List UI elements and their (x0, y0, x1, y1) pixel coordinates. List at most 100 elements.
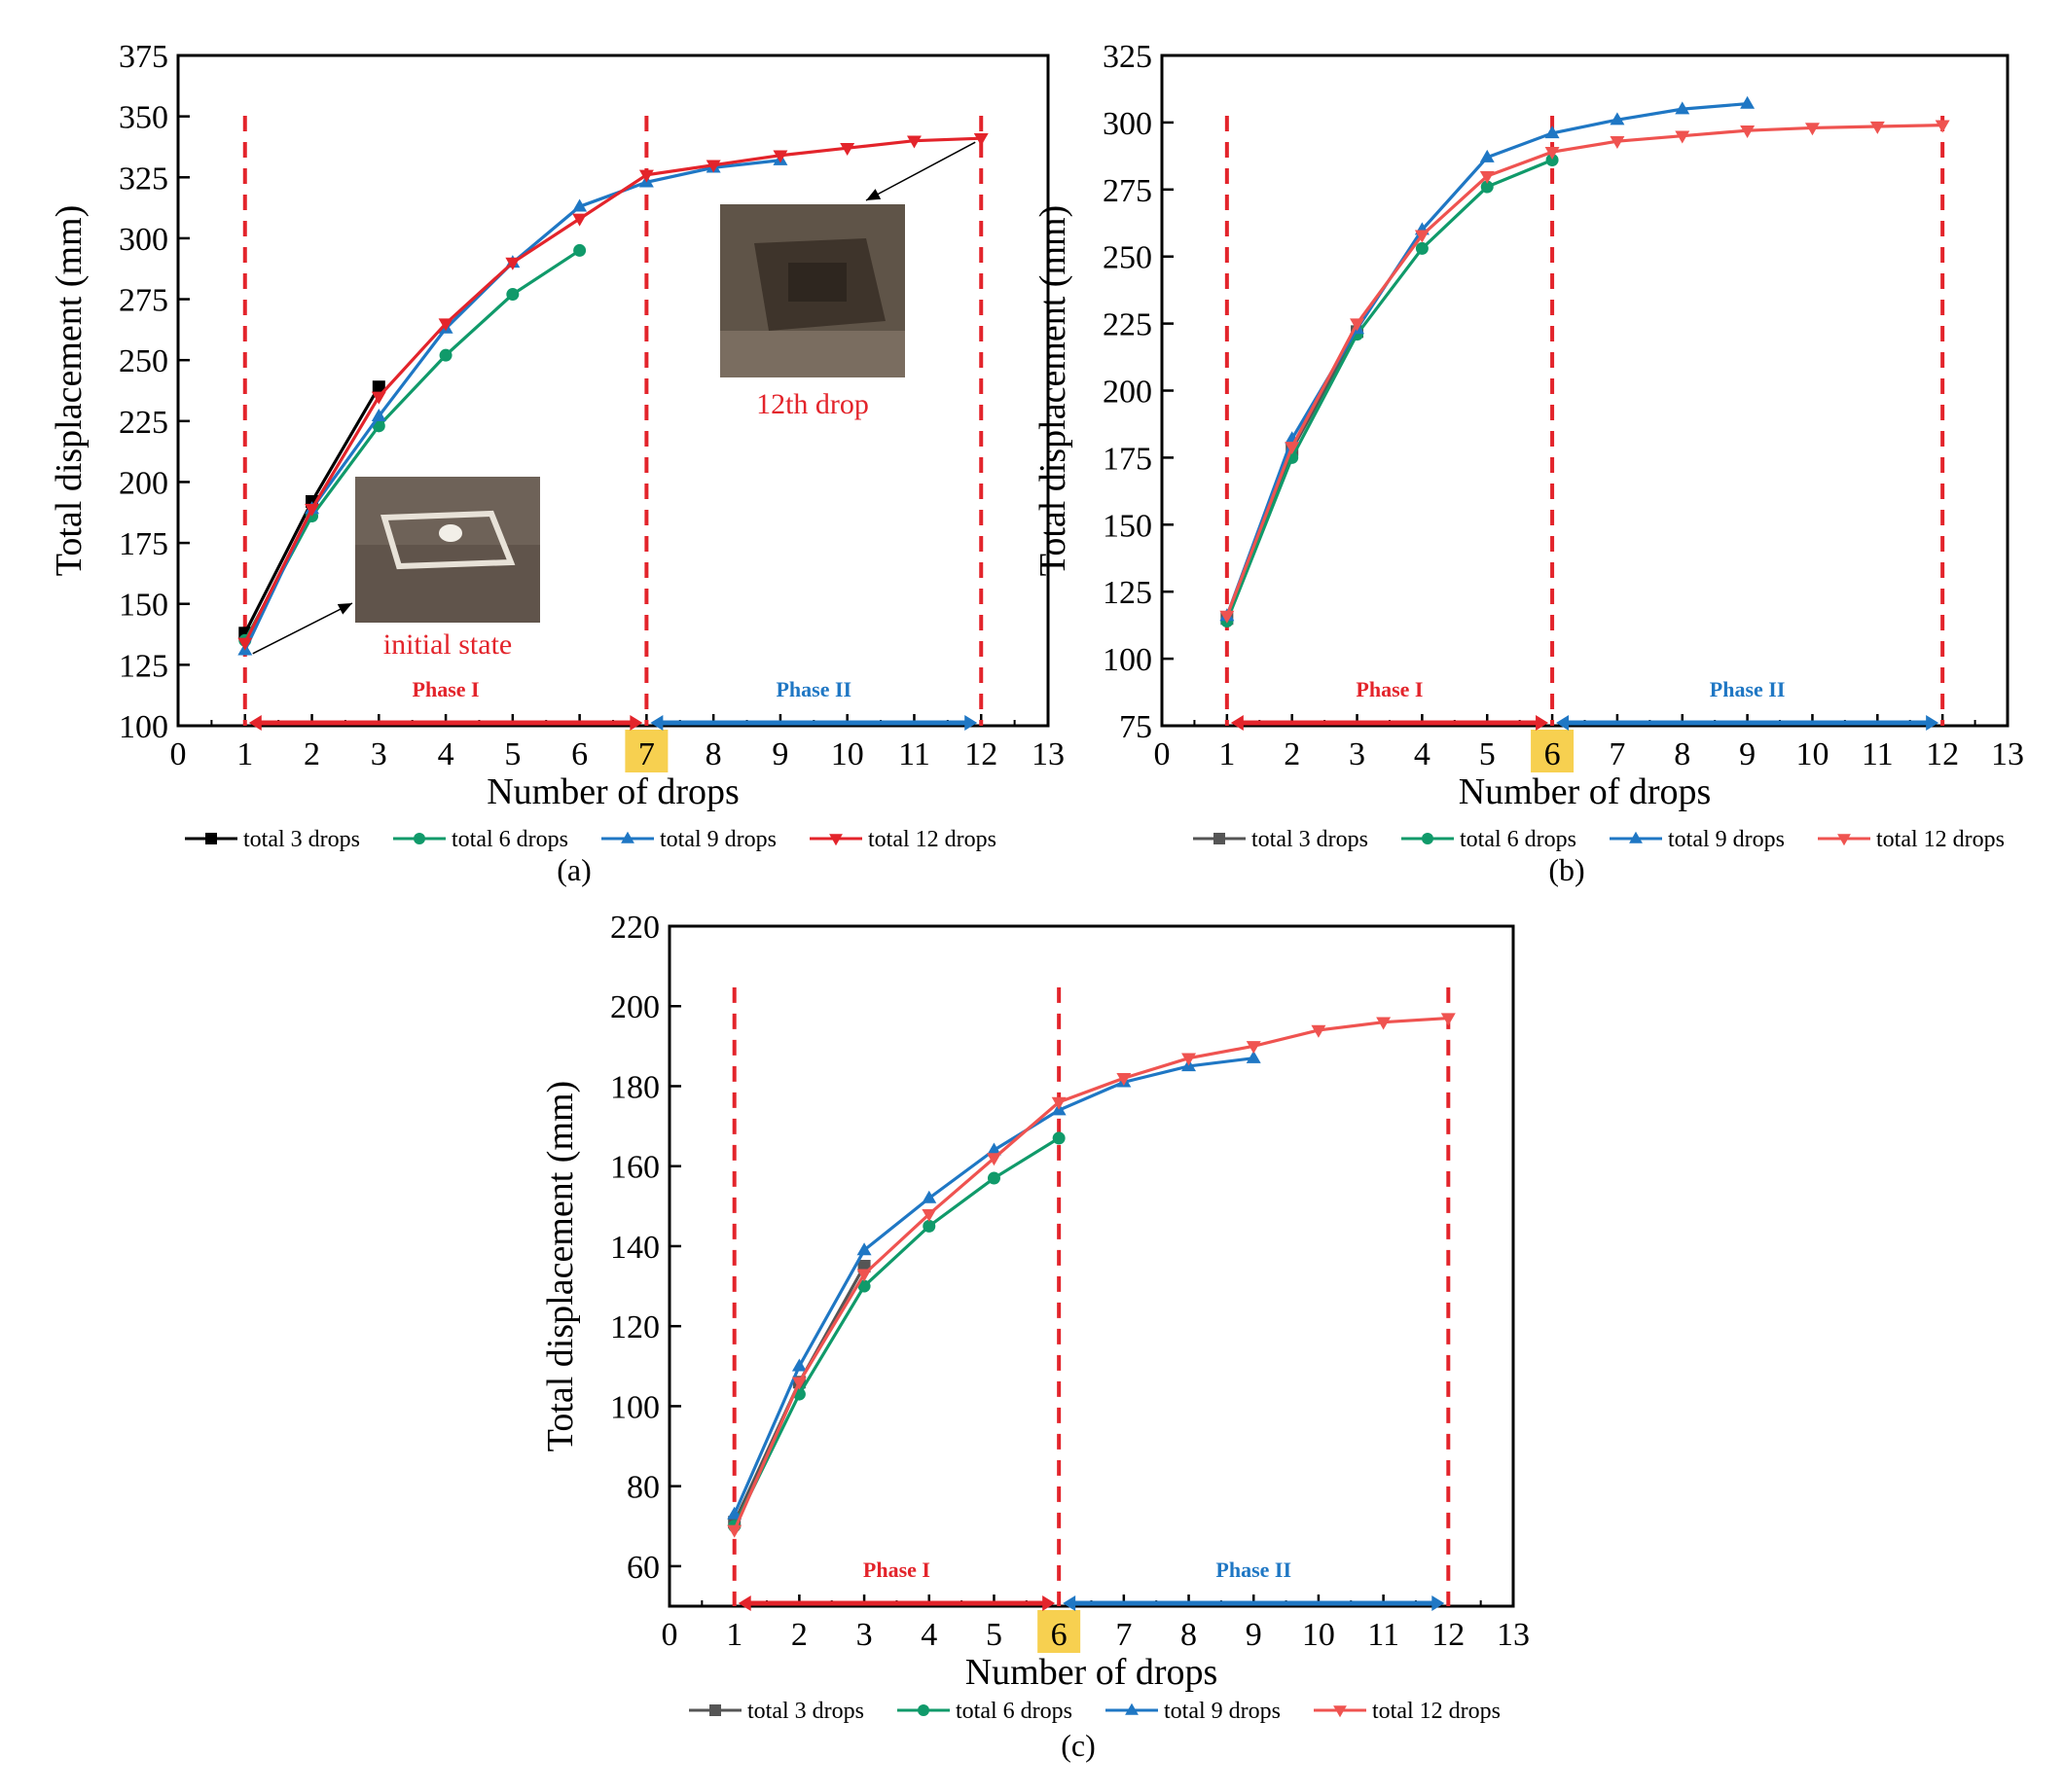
legend-marker (709, 1704, 721, 1716)
annotation-arrow-head (337, 603, 352, 615)
series-4 (727, 1013, 1456, 1538)
chart-c: 0 1 2 3 4 5 6 7 8 9 10 11 12 136080100120140160180200… (540, 910, 1530, 1763)
data-point (305, 503, 320, 517)
x-tick-label: 13 (1497, 1617, 1530, 1653)
legend-label: total 3 drops (243, 827, 360, 852)
photo-label: 12th drop (756, 388, 869, 420)
y-tick-label: 200 (1103, 375, 1152, 411)
x-tick-label: 3 (371, 736, 387, 772)
x-tick-label: 3 (1349, 736, 1365, 772)
phase-arrow-head (248, 715, 262, 731)
phase-arrow-head (1926, 715, 1939, 731)
data-point (1545, 153, 1559, 166)
data-point (727, 1506, 742, 1520)
legend-label: total 12 drops (1372, 1699, 1501, 1724)
legend-marker (1422, 833, 1433, 844)
x-tick-label: 7 (1115, 1617, 1132, 1653)
x-tick-label: 10 (1795, 736, 1829, 772)
series-2 (238, 243, 587, 647)
phase-label: Phase II (776, 677, 851, 701)
x-tick-label: 8 (1180, 1617, 1197, 1653)
y-tick-label: 160 (610, 1150, 660, 1186)
data-point (1285, 442, 1300, 455)
data-point (505, 257, 521, 270)
x-tick-label: 12 (1431, 1617, 1465, 1653)
x-tick-label: 9 (1246, 1617, 1262, 1653)
y-tick-label: 200 (610, 989, 660, 1025)
data-point (237, 637, 253, 651)
legend: total 3 drops total 6 drops total 9 drops t… (689, 1699, 1501, 1724)
y-tick-label: 275 (1103, 173, 1152, 209)
x-tick-label: 5 (986, 1617, 1002, 1653)
series-2 (1220, 153, 1559, 628)
y-tick-label: 250 (1103, 240, 1152, 276)
y-tick-label: 150 (119, 588, 168, 624)
legend-marker (1125, 1702, 1139, 1715)
photo-label: initial state (383, 628, 512, 661)
y-tick-label: 200 (119, 465, 168, 501)
x-tick-label: 0 (170, 736, 187, 772)
y-tick-label: 175 (119, 526, 168, 562)
legend-label: total 3 drops (747, 1699, 864, 1724)
phase-arrow-head (964, 715, 978, 731)
legend-marker (829, 834, 843, 846)
data-point (1414, 230, 1430, 243)
y-tick-label: 180 (610, 1069, 660, 1105)
series-line (1225, 159, 1553, 623)
data-point (727, 1524, 742, 1538)
legend-label: total 6 drops (452, 827, 568, 852)
x-tick-label: 0 (1154, 736, 1171, 772)
x-tick-label: 7 (638, 736, 655, 772)
x-tick-label: 11 (898, 736, 930, 772)
twelfth-drop-photo: 12th drop (720, 141, 976, 420)
data-point (1804, 123, 1820, 136)
data-point (986, 1142, 1001, 1156)
y-tick-label: 325 (1103, 39, 1152, 75)
data-point (1480, 180, 1494, 194)
phase-arrow-head (1431, 1595, 1445, 1611)
series-line (733, 1136, 1060, 1527)
x-tick-label: 12 (1926, 736, 1959, 772)
data-point (638, 169, 654, 183)
y-tick-label: 120 (610, 1309, 660, 1345)
x-tick-label: 2 (791, 1617, 808, 1653)
legend-marker (1837, 834, 1851, 846)
data-point (1610, 135, 1625, 149)
x-tick-label: 2 (1284, 736, 1300, 772)
highlight-tick-box (1037, 1610, 1081, 1653)
legend-marker (1213, 833, 1225, 844)
legend-marker (1333, 1705, 1347, 1718)
legend-marker (205, 833, 217, 844)
chalk-square (380, 510, 516, 570)
y-tick-label: 350 (119, 100, 168, 136)
caption: (b) (1548, 852, 1584, 887)
x-tick-label: 6 (1544, 736, 1561, 772)
series-line (1225, 124, 1943, 617)
y-tick-label: 100 (1103, 642, 1152, 678)
x-axis-title: Number of drops (487, 771, 740, 812)
x-tick-label: 10 (1302, 1617, 1335, 1653)
data-point (1415, 241, 1429, 255)
y-tick-label: 150 (1103, 508, 1152, 544)
data-point (1675, 101, 1690, 115)
data-point (923, 1219, 936, 1233)
initial-state-photo: initial state (252, 477, 540, 661)
y-tick-label: 100 (119, 709, 168, 745)
legend: total 3 drops total 6 drops total 9 drops t… (185, 827, 996, 852)
plot-frame (1160, 54, 2010, 728)
x-tick-label: 11 (1367, 1617, 1399, 1653)
legend-marker (918, 1704, 929, 1716)
y-tick-label: 225 (119, 405, 168, 441)
series-2 (728, 1131, 1066, 1533)
y-tick-label: 100 (610, 1389, 660, 1425)
legend-marker (621, 831, 634, 843)
x-tick-label: 4 (921, 1617, 937, 1653)
data-point (773, 150, 788, 163)
x-tick-label: 1 (236, 736, 253, 772)
data-point (1675, 130, 1690, 144)
data-point (1544, 125, 1560, 139)
data-point (1051, 1096, 1067, 1110)
data-point (922, 1190, 937, 1203)
caption: (c) (1061, 1728, 1096, 1763)
data-point (506, 288, 520, 302)
